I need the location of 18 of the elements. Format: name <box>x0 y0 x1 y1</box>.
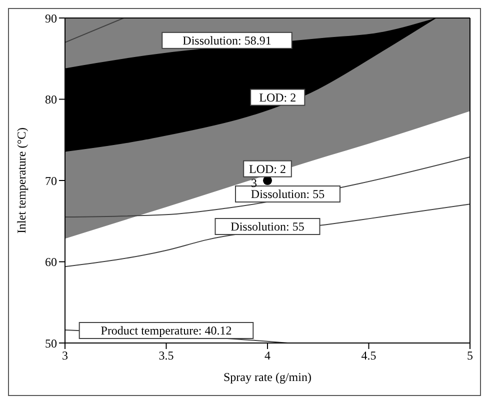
x-tick-label: 3.5 <box>158 348 174 363</box>
y-tick-label: 60 <box>45 255 57 270</box>
annotation: LOD: 2 <box>259 90 296 104</box>
x-axis-title: Spray rate (g/min) <box>224 370 312 384</box>
x-tick-label: 3 <box>62 348 68 363</box>
y-axis-title: Inlet temperature (°C) <box>14 127 28 234</box>
y-tick-label: 80 <box>45 92 57 107</box>
x-tick-label: 4.5 <box>361 348 376 363</box>
annotation: Product temperature: 40.12 <box>100 324 232 338</box>
annotation: Dissolution: 58.91 <box>182 33 272 48</box>
x-tick-label: 5 <box>467 348 473 363</box>
annotation: Dissolution: 55 <box>250 187 325 201</box>
annotation: Dissolution: 55 <box>230 220 304 234</box>
y-tick-label: 50 <box>45 336 57 350</box>
x-tick-label: 4 <box>264 348 270 363</box>
annotation: LOD: 2 <box>249 162 286 176</box>
y-tick-label: 90 <box>45 11 57 26</box>
y-tick-label: 70 <box>45 174 57 188</box>
